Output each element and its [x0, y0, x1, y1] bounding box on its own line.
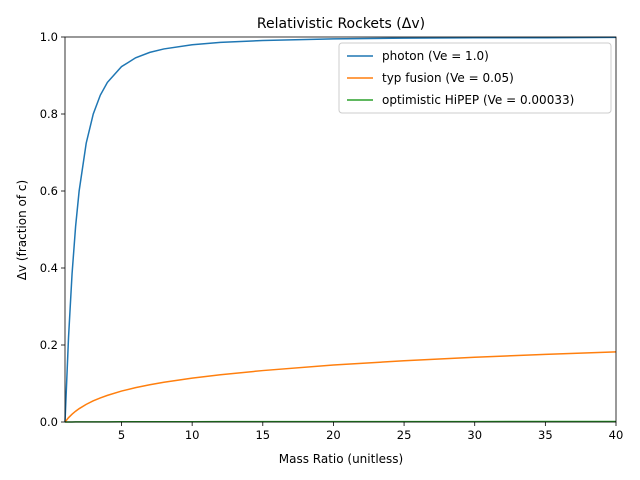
chart-title: Relativistic Rockets (Δv) [257, 16, 425, 32]
legend-box [338, 42, 612, 114]
y-tick-label: 1.0 [40, 30, 58, 44]
legend-label-1: photon (Ve = 1.0) [382, 49, 489, 63]
series-line-2 [64, 351, 617, 423]
y-tick-label: 0.6 [40, 184, 58, 198]
legend: photon (Ve = 1.0) typ fusion (Ve = 0.05) o… [338, 42, 612, 114]
x-tick-label: 20 [326, 428, 341, 442]
plot-frame [64, 36, 617, 423]
legend-label-2: typ fusion (Ve = 0.05) [382, 71, 514, 85]
x-tick-label: 15 [255, 428, 270, 442]
axes: 5 10 15 20 25 30 35 40 0.0 0.2 0.4 0.6 0.8 1.0 [40, 30, 624, 442]
x-tick-label: 30 [467, 428, 482, 442]
series-line-1 [64, 36, 617, 423]
y-axis-label: Δv (fraction of c) [15, 180, 29, 280]
x-tick-label: 40 [609, 428, 624, 442]
y-tick-label: 0.8 [40, 107, 58, 121]
x-tick-label: 10 [185, 428, 200, 442]
x-tick-label: 25 [397, 428, 412, 442]
x-axis-label: Mass Ratio (unitless) [279, 452, 403, 466]
x-tick-label: 5 [118, 428, 125, 442]
y-tick-label: 0.0 [40, 415, 58, 429]
x-tick-label: 35 [538, 428, 553, 442]
legend-label-3: optimistic HiPEP (Ve = 0.00033) [382, 93, 574, 107]
y-tick-label: 0.4 [40, 261, 58, 275]
y-tick-label: 0.2 [40, 338, 58, 352]
